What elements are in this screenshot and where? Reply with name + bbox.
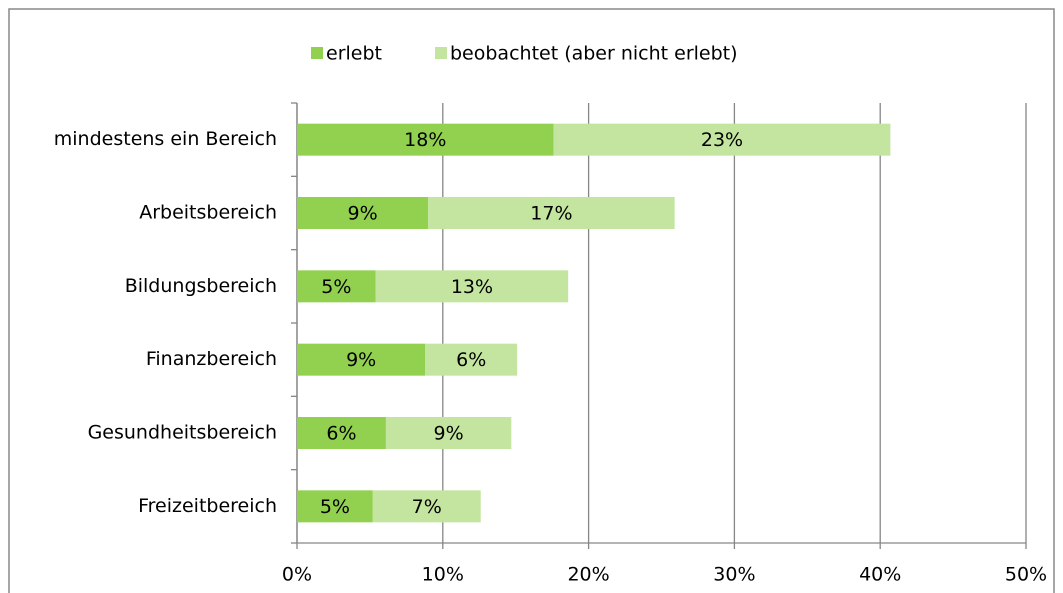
legend-swatch (435, 47, 447, 59)
x-tick-label: 0% (282, 564, 312, 586)
bar-segment (297, 123, 554, 156)
bar-segment (553, 123, 891, 156)
bar-segment (297, 343, 426, 376)
value-label: 13% (451, 276, 493, 298)
y-tick-label: Freizeitbereich (138, 495, 277, 517)
y-tick-label: Finanzbereich (146, 348, 277, 370)
x-tick-label: 50% (1005, 564, 1047, 586)
bar-segment (297, 270, 376, 303)
y-tick-label: mindestens ein Bereich (54, 128, 277, 150)
value-label: 18% (404, 129, 446, 151)
value-label: 9% (346, 349, 376, 371)
bar-segment (428, 197, 675, 229)
bar-segment (375, 270, 569, 303)
value-label: 7% (412, 496, 442, 518)
value-label: 5% (320, 496, 350, 518)
value-label: 23% (701, 129, 743, 151)
value-label: 5% (321, 276, 351, 298)
x-tick-label: 30% (713, 564, 755, 586)
x-tick-label: 40% (859, 564, 901, 586)
value-label: 9% (434, 423, 464, 445)
bar-segment (425, 343, 518, 376)
value-label: 6% (326, 423, 356, 445)
value-label: 17% (530, 203, 572, 225)
value-label: 9% (348, 203, 378, 225)
legend-label: erlebt (326, 43, 382, 65)
x-tick-label: 20% (567, 564, 609, 586)
bar-segment (297, 417, 386, 449)
legend-label: beobachtet (aber nicht erlebt) (450, 43, 738, 65)
bar-segment (297, 490, 373, 523)
y-tick-label: Gesundheitsbereich (88, 422, 277, 444)
x-tick-label: 10% (422, 564, 464, 586)
value-label: 6% (456, 349, 486, 371)
y-tick-label: Arbeitsbereich (139, 202, 277, 224)
y-tick-label: Bildungsbereich (125, 275, 277, 297)
bar-segment (297, 197, 429, 229)
legend-swatch (311, 47, 323, 59)
bar-segment (372, 490, 481, 523)
bar-segment (385, 417, 512, 449)
